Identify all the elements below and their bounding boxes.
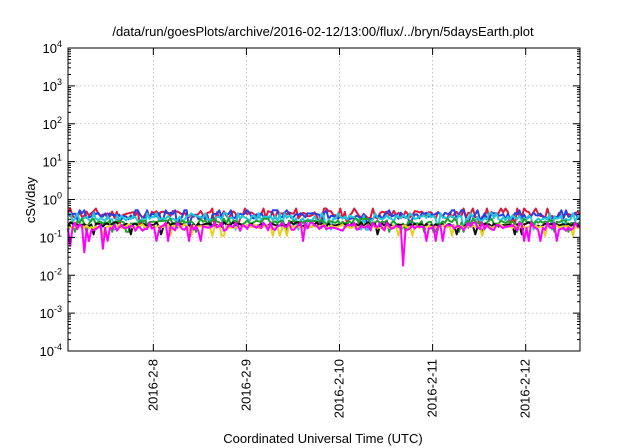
- series-lines: [67, 207, 581, 267]
- y-axis-label: cSv/day: [23, 176, 38, 223]
- y-tick-label: 103: [43, 77, 62, 94]
- y-tick-label: 10-3: [40, 304, 62, 321]
- y-tick-label: 101: [43, 153, 62, 170]
- x-tick-label: 2016-2-8: [145, 359, 160, 411]
- x-tick-label: 2016-2-9: [238, 359, 253, 411]
- grid: [68, 48, 580, 351]
- series-line: [67, 209, 581, 229]
- y-tick-label: 10-4: [40, 342, 62, 359]
- x-tick-label: 2016-2-11: [425, 359, 440, 417]
- y-tick-label: 102: [43, 115, 62, 132]
- x-tick-label: 2016-2-12: [518, 359, 533, 418]
- y-tick-label: 10-2: [40, 266, 62, 283]
- x-tick-label: 2016-2-10: [332, 359, 347, 418]
- series-line: [67, 212, 581, 231]
- x-axis-label: Coordinated Universal Time (UTC): [223, 431, 422, 446]
- series-line: [67, 221, 581, 267]
- y-axis: 10-4 10-3 10-2 10-1 100 101 102 103 104: [40, 39, 580, 359]
- chart-title: /data/run/goesPlots/archive/2016-02-12/1…: [112, 24, 534, 39]
- y-tick-label: 10-1: [40, 228, 62, 245]
- y-tick-label: 104: [43, 39, 62, 56]
- x-axis: 2016-2-8 2016-2-9 2016-2-10 2016-2-11 2016-2…: [145, 48, 533, 418]
- y-tick-label: 100: [43, 191, 62, 208]
